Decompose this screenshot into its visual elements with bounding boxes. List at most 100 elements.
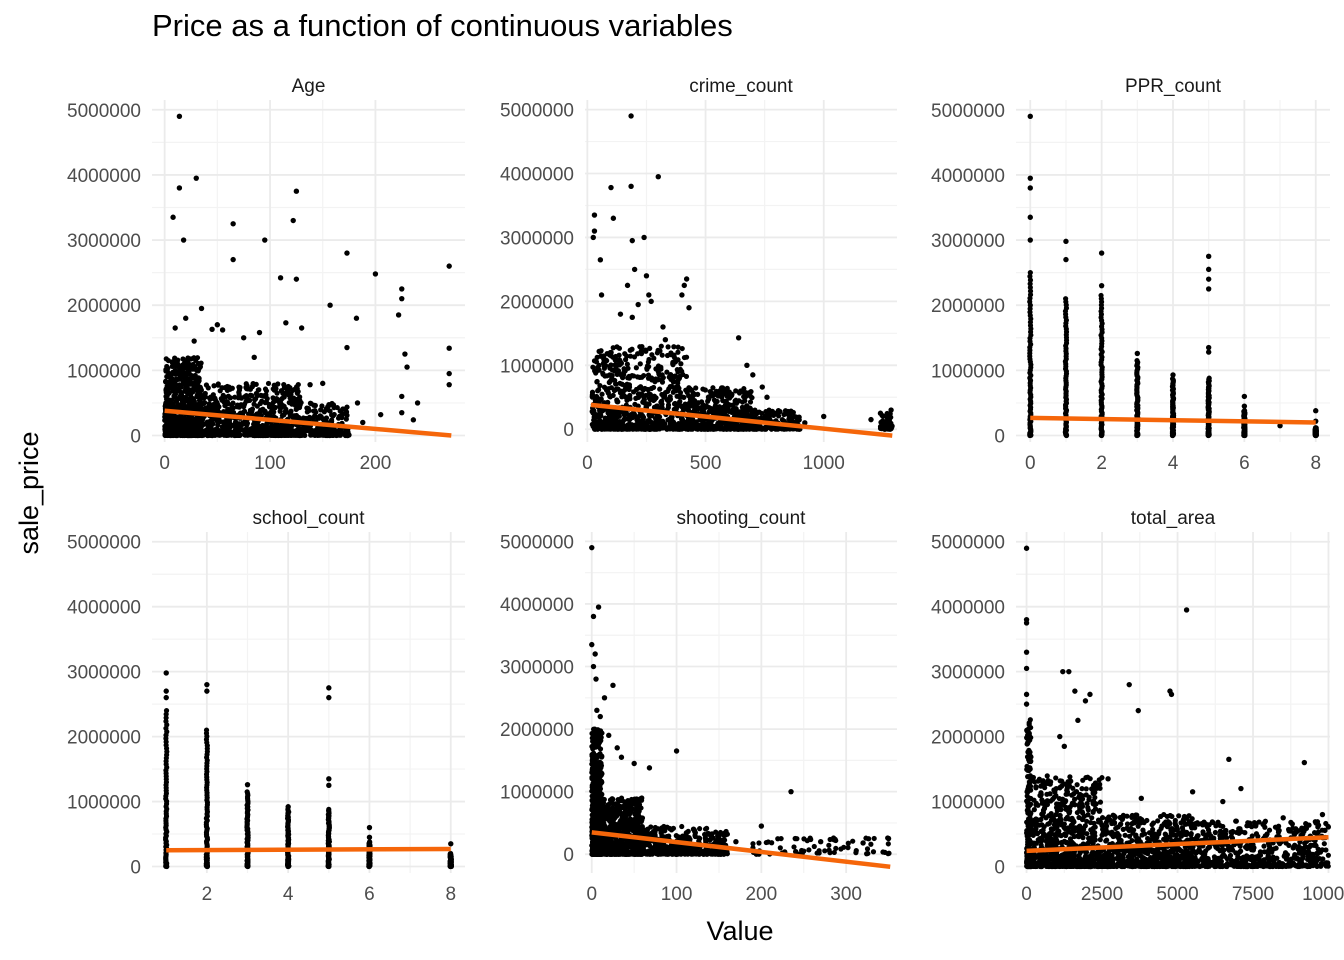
data-point <box>214 322 221 328</box>
data-point <box>446 381 452 388</box>
data-point <box>205 385 211 391</box>
y-tick-label: 5000000 <box>500 532 574 553</box>
data-point <box>203 727 210 733</box>
data-point <box>191 338 197 344</box>
data-point <box>329 417 335 423</box>
data-point <box>1027 175 1033 181</box>
data-point <box>165 357 172 364</box>
data-point <box>662 337 669 343</box>
data-point <box>590 850 597 857</box>
data-point <box>164 363 170 370</box>
data-point <box>606 421 612 427</box>
y-tick-label: 5000000 <box>500 101 574 122</box>
data-point <box>163 393 169 400</box>
data-point <box>643 273 650 279</box>
data-point <box>163 694 169 701</box>
data-point <box>614 344 620 350</box>
data-point <box>266 404 273 410</box>
data-point <box>214 408 220 414</box>
data-point <box>402 351 408 357</box>
data-point <box>672 373 678 379</box>
data-point <box>170 214 176 220</box>
data-point <box>657 386 663 392</box>
data-point <box>1205 253 1212 260</box>
data-point <box>665 405 671 411</box>
data-point <box>712 424 718 430</box>
data-point <box>217 388 223 394</box>
x-tick-label: 8 <box>1310 453 1321 474</box>
data-point <box>395 312 402 318</box>
data-point <box>1312 425 1319 431</box>
x-tick-label: 6 <box>1239 453 1250 474</box>
data-point <box>631 373 637 379</box>
y-tick-label: 0 <box>130 426 141 447</box>
data-point <box>287 409 293 415</box>
data-point <box>595 364 601 371</box>
data-point <box>279 395 285 402</box>
data-point <box>366 824 373 831</box>
data-point <box>777 408 783 415</box>
data-point <box>277 401 283 408</box>
data-point <box>257 409 263 415</box>
data-point <box>219 397 225 403</box>
data-point <box>334 404 340 411</box>
data-point <box>772 426 779 432</box>
data-point <box>212 432 218 438</box>
data-point <box>677 398 683 405</box>
data-point <box>163 417 169 423</box>
data-point <box>744 362 750 368</box>
data-point <box>209 395 215 401</box>
y-tick-label: 2000000 <box>500 720 574 741</box>
data-point <box>597 383 603 389</box>
data-point <box>197 364 203 370</box>
data-point <box>702 387 708 393</box>
data-point <box>175 416 181 423</box>
data-point <box>675 380 681 386</box>
data-point <box>684 389 690 395</box>
x-tick-label: 0 <box>586 884 597 905</box>
data-point <box>612 368 618 374</box>
data-point <box>296 404 303 411</box>
data-point <box>165 430 171 437</box>
data-point <box>262 386 269 392</box>
facet-strip-label: PPR_count <box>1125 76 1222 97</box>
data-point <box>202 390 208 397</box>
data-point <box>637 361 643 367</box>
data-point <box>200 421 206 427</box>
y-tick-label: 4000000 <box>931 166 1005 187</box>
x-tick-label: 8 <box>445 884 456 905</box>
data-point <box>714 398 720 405</box>
data-point <box>448 841 454 847</box>
data-point <box>237 384 243 391</box>
data-point <box>695 391 701 397</box>
data-point <box>622 351 628 357</box>
data-point <box>767 409 773 415</box>
data-point <box>163 670 169 676</box>
data-point <box>326 694 332 701</box>
data-point <box>214 401 221 407</box>
y-tick-label: 1000000 <box>931 361 1005 382</box>
data-point <box>446 370 452 377</box>
data-point <box>210 421 216 427</box>
data-point <box>227 429 234 435</box>
data-point <box>629 314 635 321</box>
data-point <box>686 417 692 423</box>
data-point <box>644 363 651 369</box>
data-point <box>336 430 343 436</box>
data-point <box>205 426 211 432</box>
data-point <box>589 730 595 737</box>
data-point <box>661 394 667 400</box>
data-point <box>201 395 207 401</box>
data-point <box>193 175 199 181</box>
data-point <box>692 398 698 404</box>
data-point <box>607 426 614 432</box>
data-point <box>589 408 595 415</box>
data-point <box>599 391 605 397</box>
data-point <box>705 426 711 432</box>
data-point <box>262 409 268 416</box>
data-point <box>326 806 332 812</box>
data-point <box>173 363 179 369</box>
data-point <box>785 408 791 415</box>
data-point <box>293 384 300 390</box>
data-point <box>653 395 659 401</box>
